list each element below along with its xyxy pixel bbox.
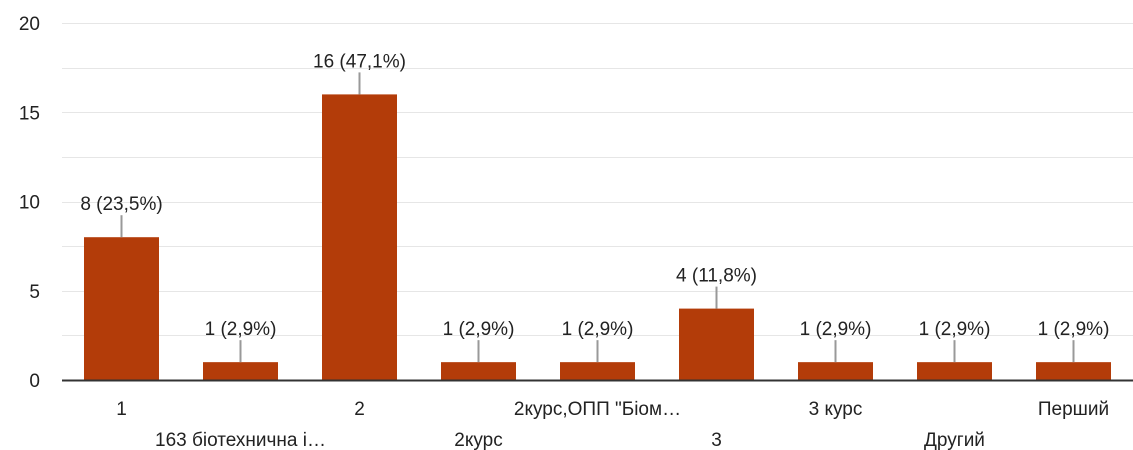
x-tick-label: 2курс [454, 430, 502, 450]
y-tick-label: 5 [29, 282, 40, 303]
data-label: 4 (11,8%) [676, 266, 757, 287]
data-label: 1 (2,9%) [1038, 319, 1110, 340]
bar[interactable] [441, 362, 516, 380]
bars [84, 94, 1111, 381]
data-label: 1 (2,9%) [562, 319, 634, 340]
x-tick-label: Другий [924, 430, 985, 450]
data-label: 1 (2,9%) [919, 319, 991, 340]
y-tick-label: 0 [29, 371, 40, 392]
x-tick-label: 2курс,ОПП "Біом… [514, 399, 681, 420]
data-label: 16 (47,1%) [313, 51, 406, 72]
data-labels: 8 (23,5%) 1 (2,9%) 16 (47,1%) 1 (2,9%) 1 (2,… [80, 51, 1109, 340]
y-tick-label: 10 [19, 193, 40, 214]
bar[interactable] [1036, 362, 1111, 380]
bar[interactable] [84, 237, 159, 380]
x-tick-label: 3 курс [809, 399, 863, 420]
x-axis-tick-labels: 1 163 біотехнична і… 2 2курс 2курс,ОПП "Біом… [116, 399, 1109, 450]
data-label: 1 (2,9%) [205, 319, 277, 340]
x-tick-label: Перший [1038, 399, 1109, 420]
x-tick-label: 163 біотехнична і… [155, 430, 326, 450]
x-tick-label: 1 [116, 399, 127, 420]
data-label: 1 (2,9%) [800, 319, 872, 340]
gridlines [62, 23, 1133, 381]
x-tick-label: 2 [354, 399, 365, 420]
x-tick-label: 3 [711, 430, 722, 450]
data-label: 8 (23,5%) [80, 194, 162, 215]
data-label-leaders [120, 72, 1075, 363]
bar[interactable] [560, 362, 635, 380]
y-tick-label: 15 [19, 103, 40, 124]
y-axis-tick-labels: 0 5 10 15 20 [19, 14, 40, 392]
bar[interactable] [322, 94, 397, 381]
bar[interactable] [917, 362, 992, 380]
y-tick-label: 20 [19, 14, 40, 35]
data-label: 1 (2,9%) [443, 319, 515, 340]
bar[interactable] [203, 362, 278, 380]
bar[interactable] [798, 362, 873, 380]
bar[interactable] [679, 308, 754, 380]
